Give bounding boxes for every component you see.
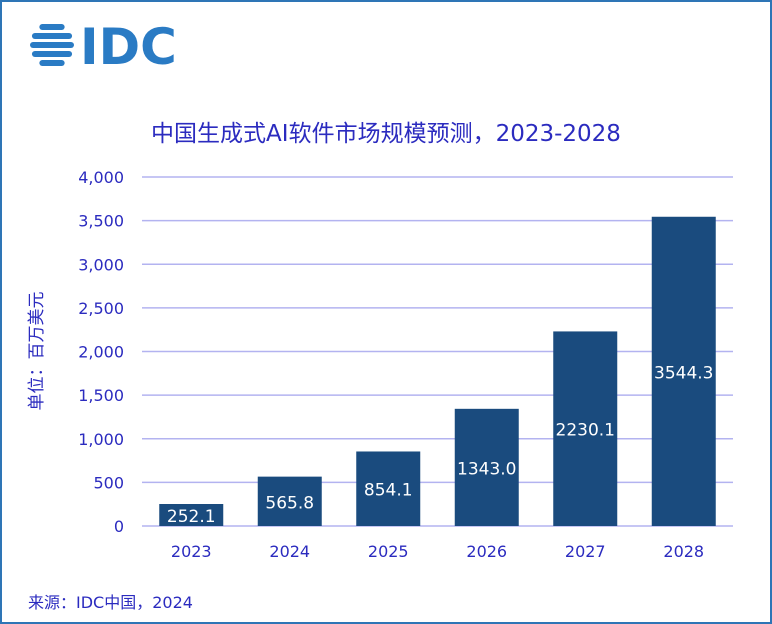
x-tick-label: 2024 <box>269 542 310 561</box>
y-tick-label: 3,500 <box>78 212 124 231</box>
y-tick-label: 1,000 <box>78 430 124 449</box>
logo-stripe <box>39 24 65 30</box>
source-note: 来源：IDC中国，2024 <box>28 593 193 612</box>
logo-stripe <box>30 42 74 48</box>
bar <box>257 476 322 526</box>
bar <box>651 216 716 526</box>
x-tick-label: 2028 <box>663 542 704 561</box>
y-tick-label: 0 <box>114 517 124 536</box>
bar <box>454 408 519 526</box>
data-label: 1343.0 <box>457 459 516 479</box>
y-tick-label: 2,000 <box>78 343 124 362</box>
bar <box>159 504 224 526</box>
logo-stripe <box>31 33 73 39</box>
x-tick-label: 2027 <box>565 542 606 561</box>
y-tick-label: 500 <box>93 473 124 492</box>
idc-logo: IDC <box>30 18 177 76</box>
data-label: 565.8 <box>265 493 314 513</box>
y-tick-label: 2,500 <box>78 299 124 318</box>
bar <box>356 451 421 526</box>
x-tick-label: 2025 <box>368 542 409 561</box>
data-label: 252.1 <box>167 507 216 527</box>
logo-text: IDC <box>80 18 177 76</box>
logo-stripe <box>31 51 73 57</box>
y-tick-label: 3,000 <box>78 255 124 274</box>
chart-title: 中国生成式AI软件市场规模预测，2023-2028 <box>151 121 621 147</box>
x-tick-label: 2023 <box>171 542 212 561</box>
x-tick-label: 2026 <box>466 542 507 561</box>
data-label: 2230.1 <box>556 421 615 441</box>
logo-stripe <box>39 60 65 66</box>
data-label: 854.1 <box>364 481 413 501</box>
y-tick-label: 4,000 <box>78 168 124 187</box>
y-tick-label: 1,500 <box>78 386 124 405</box>
data-label: 3544.3 <box>654 363 713 383</box>
y-axis-label: 单位：百万美元 <box>27 292 47 411</box>
bar <box>553 331 618 526</box>
